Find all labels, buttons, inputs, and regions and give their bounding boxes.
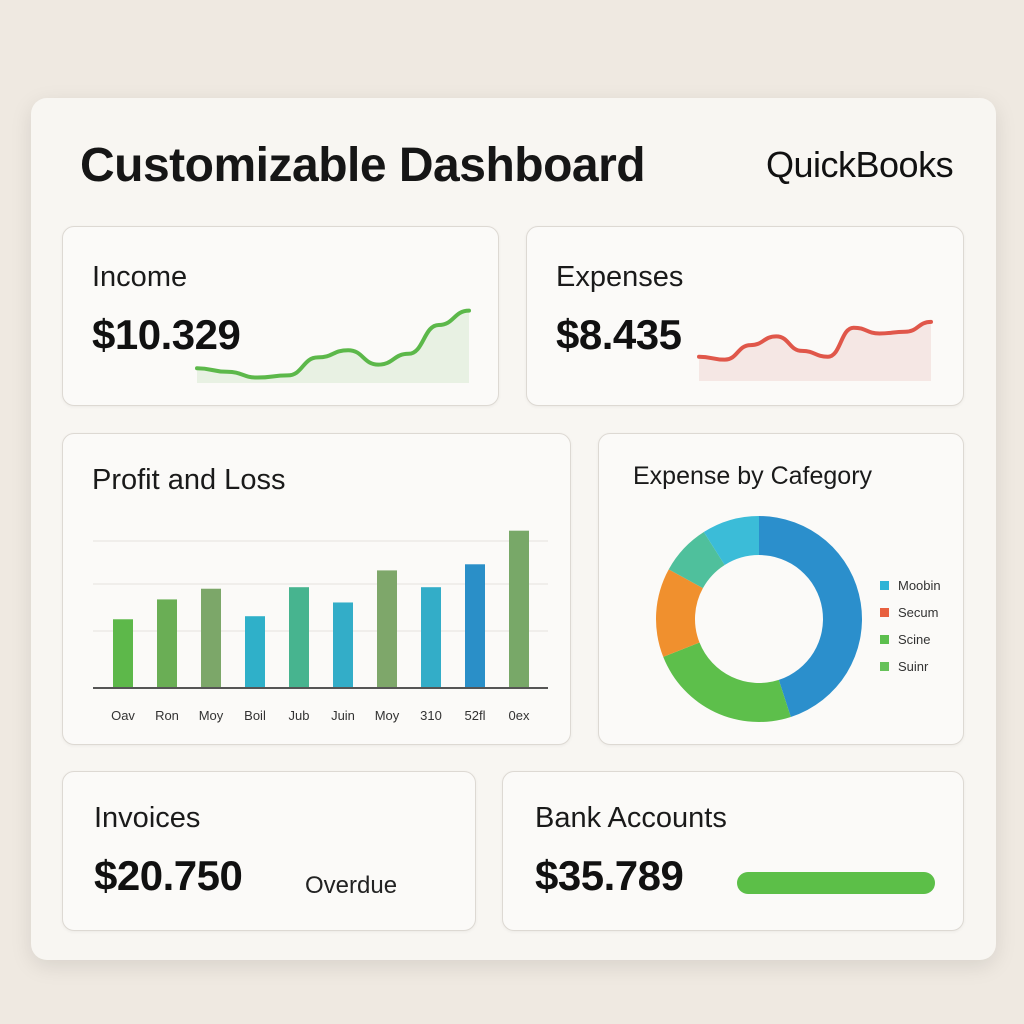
income-sparkline xyxy=(195,308,471,383)
bar[interactable] xyxy=(333,602,353,688)
bar[interactable] xyxy=(421,587,441,688)
x-tick-label: Jub xyxy=(289,708,310,723)
invoices-card[interactable]: Invoices $20.750 Overdue xyxy=(62,771,476,931)
expense-category-card[interactable]: Expense by Cafegory Moobin Secum Scine Suin… xyxy=(598,433,964,745)
expenses-label: Expenses xyxy=(556,261,684,293)
bar[interactable] xyxy=(465,564,485,688)
bar[interactable] xyxy=(509,530,529,688)
income-card[interactable]: Income $10.329 xyxy=(62,226,499,406)
x-tick-label: Juin xyxy=(331,708,355,723)
donut-slice[interactable] xyxy=(703,516,759,565)
bar[interactable] xyxy=(377,570,397,688)
expenses-sparkline xyxy=(697,319,933,381)
legend-swatch xyxy=(880,581,889,590)
legend-swatch xyxy=(880,635,889,644)
income-sparkline-line xyxy=(195,308,471,380)
income-value: $10.329 xyxy=(92,311,241,358)
donut-slice[interactable] xyxy=(656,569,703,657)
donut-slice[interactable] xyxy=(668,532,725,589)
legend-item: Moobin xyxy=(880,572,941,599)
page-title: Customizable Dashboard xyxy=(80,139,646,192)
legend-label: Secum xyxy=(898,605,939,620)
x-tick-label: 0ex xyxy=(509,708,530,723)
expenses-card[interactable]: Expenses $8.435 xyxy=(526,226,964,406)
x-tick-label: 52fl xyxy=(465,708,486,723)
invoices-status: Overdue xyxy=(305,872,398,899)
bank-accounts-card[interactable]: Bank Accounts $35.789 xyxy=(502,771,964,931)
profit-loss-card[interactable]: Profit and Loss Oav Ron Moy Boil Jub Juin Moy 3… xyxy=(62,433,571,745)
donut-slice[interactable] xyxy=(759,516,862,717)
x-tick-label: Oav xyxy=(111,708,135,723)
expenses-sparkline-line xyxy=(697,319,933,362)
bar[interactable] xyxy=(157,599,177,688)
bank-accounts-label: Bank Accounts xyxy=(535,802,727,834)
expenses-sparkline-area xyxy=(699,321,931,381)
bank-accounts-bar-track xyxy=(737,872,935,894)
bar[interactable] xyxy=(289,587,309,688)
bar[interactable] xyxy=(201,588,221,688)
legend-item: Secum xyxy=(880,599,941,626)
profit-loss-chart: Oav Ron Moy Boil Jub Juin Moy 310 52fl 0ex xyxy=(93,530,548,723)
expense-category-label: Expense by Cafegory xyxy=(633,462,873,490)
income-sparkline-area xyxy=(197,310,469,383)
legend-swatch xyxy=(880,662,889,671)
invoices-value: $20.750 xyxy=(94,852,243,899)
bar[interactable] xyxy=(245,616,265,688)
legend-item: Scine xyxy=(880,626,941,653)
brand-logo: QuickBooks xyxy=(766,144,954,185)
bank-accounts-value: $35.789 xyxy=(535,852,684,899)
legend-label: Scine xyxy=(898,632,931,647)
profit-loss-label: Profit and Loss xyxy=(92,464,286,496)
invoices-label: Invoices xyxy=(94,802,201,834)
legend-item: Suinr xyxy=(880,653,941,680)
expense-category-legend: Moobin Secum Scine Suinr xyxy=(880,572,941,680)
legend-label: Moobin xyxy=(898,578,941,593)
x-tick-label: Ron xyxy=(155,708,179,723)
donut-slice[interactable] xyxy=(663,642,791,722)
x-tick-label: Boil xyxy=(244,708,266,723)
x-tick-label: Moy xyxy=(375,708,400,723)
bank-accounts-bar xyxy=(737,872,935,894)
bar[interactable] xyxy=(113,619,133,688)
expenses-value: $8.435 xyxy=(556,311,682,358)
legend-swatch xyxy=(880,608,889,617)
x-tick-label: 310 xyxy=(420,708,442,723)
expense-category-donut xyxy=(656,516,862,722)
x-tick-label: Moy xyxy=(199,708,224,723)
income-label: Income xyxy=(92,261,188,293)
legend-label: Suinr xyxy=(898,659,929,674)
